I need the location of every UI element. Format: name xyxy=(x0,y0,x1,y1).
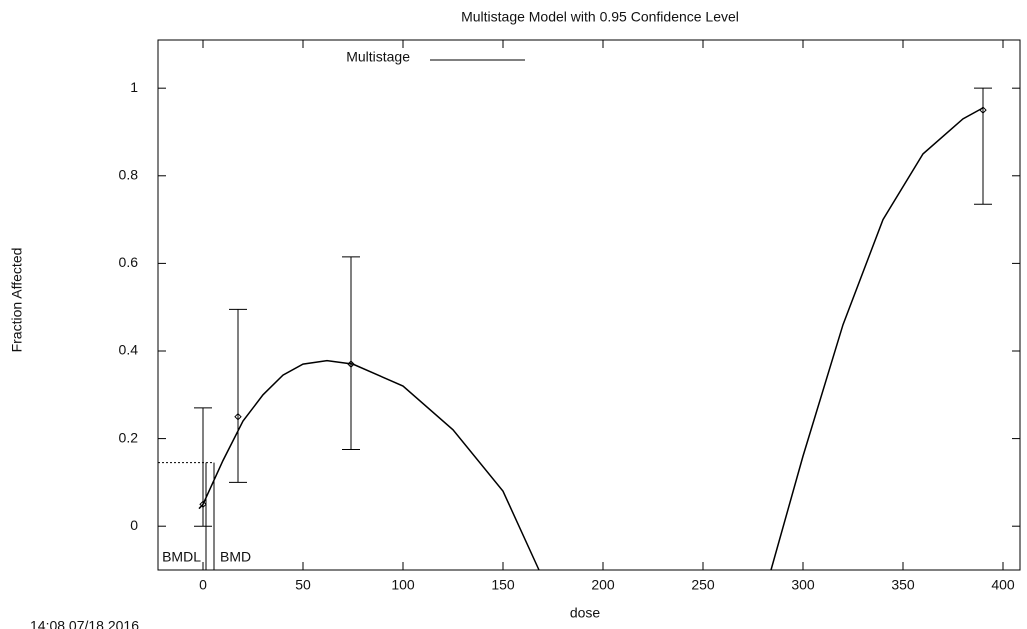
y-tick-label: 0.4 xyxy=(119,342,139,358)
x-tick-label: 100 xyxy=(391,577,415,593)
data-point xyxy=(347,360,355,368)
model-curve xyxy=(198,107,984,571)
y-tick-label: 0.6 xyxy=(119,254,139,270)
x-axis-label: dose xyxy=(570,605,601,621)
x-tick-label: 200 xyxy=(591,577,615,593)
y-tick-label: 1 xyxy=(130,79,138,95)
x-tick-label: 0 xyxy=(199,577,207,593)
x-tick-label: 150 xyxy=(491,577,515,593)
x-tick-label: 300 xyxy=(791,577,815,593)
y-tick-label: 0 xyxy=(130,517,138,533)
y-tick-label: 0.8 xyxy=(119,166,139,182)
x-tick-label: 400 xyxy=(991,577,1015,593)
x-tick-label: 350 xyxy=(891,577,915,593)
bmd-label: BMDL xyxy=(162,549,201,565)
chart-title: Multistage Model with 0.95 Confidence Le… xyxy=(461,9,739,25)
legend-label: Multistage xyxy=(346,49,410,65)
footer: 14:08 07/18 2016 xyxy=(30,618,139,629)
x-tick-label: 50 xyxy=(295,577,311,593)
x-tick-label: 250 xyxy=(691,577,715,593)
plot-frame xyxy=(157,39,1021,571)
data-point xyxy=(979,106,987,114)
y-axis-label: Fraction Affected xyxy=(9,248,25,353)
y-tick-label: 0.2 xyxy=(119,429,139,445)
bmd-label: BMD xyxy=(220,549,251,565)
data-point xyxy=(234,412,242,421)
